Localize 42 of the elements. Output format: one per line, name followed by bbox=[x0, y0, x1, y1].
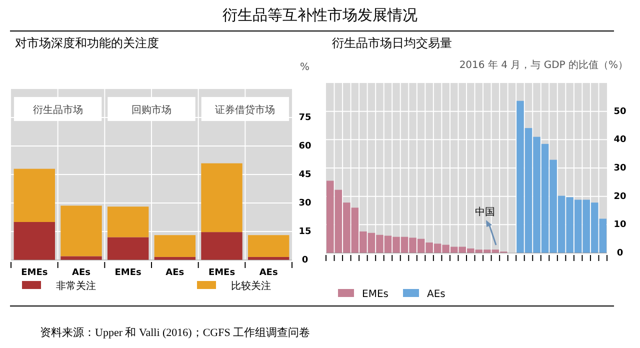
x-tick-label: AEs bbox=[166, 268, 184, 278]
bar bbox=[60, 256, 102, 260]
y-tick-label: 45 bbox=[298, 170, 312, 180]
bar bbox=[201, 232, 242, 260]
x-tick-label: AEs bbox=[72, 268, 90, 278]
y-tick-label: 15 bbox=[298, 226, 312, 237]
x-tick-label: EMEs bbox=[21, 268, 48, 278]
y-tick-label: 75 bbox=[298, 112, 312, 123]
x-tick-label: AEs bbox=[259, 268, 278, 278]
bar bbox=[60, 206, 102, 256]
bar bbox=[248, 235, 290, 257]
legend-label: 非常关注 bbox=[56, 280, 96, 292]
y-tick-label: 40 bbox=[614, 135, 626, 146]
chart-subtitle: 2016 年 4 月，与 GDP 的比值（%） bbox=[459, 59, 628, 71]
annotation: 衍生品市场 bbox=[32, 104, 83, 116]
y-tick-label: 30 bbox=[614, 163, 626, 174]
legend-label: EMEs bbox=[362, 289, 388, 300]
bar bbox=[107, 206, 149, 238]
chart-subtitle: 对市场深度和功能的关注度 bbox=[15, 36, 159, 50]
bar bbox=[14, 168, 56, 222]
x-tick-label: EMEs bbox=[114, 268, 142, 278]
y-tick-label: 30 bbox=[298, 198, 312, 208]
x-tick-label: EMEs bbox=[208, 268, 236, 278]
chart-title: 衍生品市场日均交易量 bbox=[332, 36, 452, 50]
legend-label: 比较关注 bbox=[231, 280, 271, 292]
annotation: 中国 bbox=[475, 206, 495, 218]
text: 资料来源：Upper 和 Valli (2016)；CGFS 工作组调查问卷 bbox=[40, 326, 310, 339]
chart-title: 衍生品等互补性市场发展情况 bbox=[222, 6, 418, 24]
bar bbox=[107, 237, 149, 260]
legend-label: AEs bbox=[427, 289, 446, 300]
annotation: 回购市场 bbox=[132, 104, 172, 116]
bar bbox=[201, 163, 242, 232]
annotation: 证券借贷市场 bbox=[215, 104, 276, 116]
y-axis-title: % bbox=[300, 62, 310, 73]
y-tick-label: 0 bbox=[302, 255, 308, 266]
bar bbox=[154, 235, 196, 257]
bar bbox=[14, 222, 56, 260]
y-tick-label: 10 bbox=[614, 220, 626, 230]
y-tick-label: 60 bbox=[298, 141, 312, 152]
y-tick-label: 20 bbox=[614, 192, 626, 202]
y-tick-label: 50 bbox=[614, 106, 626, 117]
y-tick-label: 0 bbox=[616, 248, 624, 258]
